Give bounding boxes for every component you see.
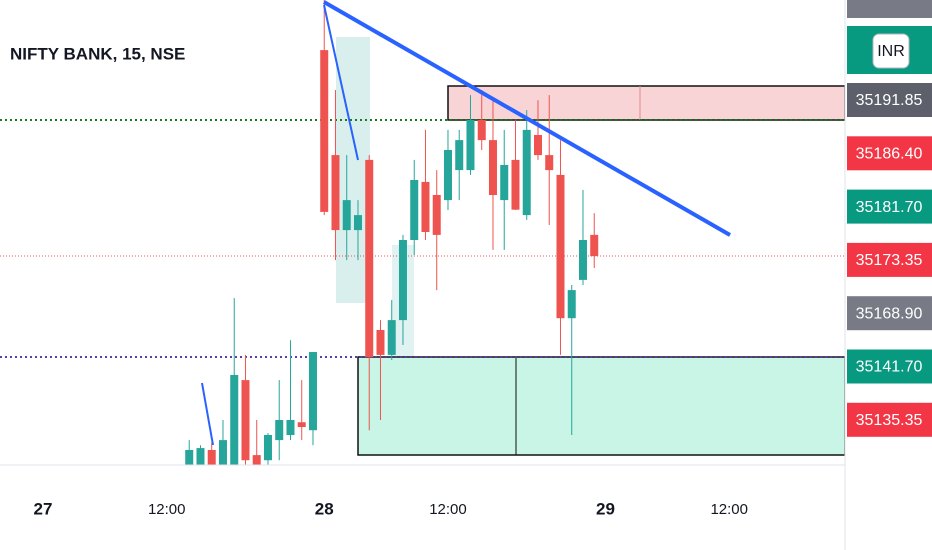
candle-body [263, 435, 272, 461]
x-tick-label: 12:00 [148, 501, 186, 518]
candle-body [185, 450, 194, 465]
x-tick-label: 28 [315, 499, 334, 518]
candle-body [488, 140, 497, 195]
price-label-box [847, 402, 932, 437]
candle-body [578, 240, 587, 280]
candle-body [230, 375, 239, 465]
x-tick-label: 29 [596, 499, 615, 518]
trend-drawings [201, 0, 731, 446]
candle-body [353, 215, 362, 231]
price-label-box [847, 189, 932, 224]
highlight [336, 37, 370, 303]
demand-zone [357, 356, 845, 456]
currency-button[interactable] [872, 33, 910, 69]
candle-body [275, 420, 284, 441]
candle-body [511, 159, 520, 210]
candle-body [398, 240, 407, 321]
price-label: 35141.70 [856, 359, 923, 376]
candle-body [376, 330, 385, 355]
price-label-box [847, 242, 932, 277]
candle-body [342, 200, 351, 231]
price-label-box [847, 349, 932, 384]
candle-body [410, 180, 419, 240]
pattern-line [323, 4, 359, 161]
x-tick-label: 27 [34, 499, 53, 518]
drawings [0, 37, 845, 456]
candle-body [286, 420, 295, 435]
candle-body [455, 140, 464, 171]
price-label: 35186.40 [856, 146, 923, 163]
candle-body [567, 290, 576, 319]
candle-body [320, 50, 329, 212]
candle-body [432, 195, 441, 235]
candle-body [196, 448, 205, 465]
chart-title: NIFTY BANK, 15, NSE [10, 44, 185, 63]
trend-line [323, 0, 731, 237]
candle-body [331, 155, 340, 231]
price-label: 35181.70 [856, 199, 923, 216]
price-label: 35191.85 [856, 92, 923, 109]
candle-body [365, 159, 374, 358]
candle-body [590, 234, 599, 257]
x-tick-label: 12:00 [429, 501, 467, 518]
candle-body [207, 450, 216, 465]
price-label-box [847, 136, 932, 171]
candle-body [533, 135, 542, 156]
candle-body [241, 380, 250, 461]
candle-body [252, 455, 261, 465]
candle-body [421, 181, 430, 233]
candle-body [545, 155, 554, 171]
candle-body [308, 352, 317, 431]
price-label: 35173.35 [856, 252, 923, 269]
supply-zone [447, 85, 845, 121]
x-tick-label: 12:00 [710, 501, 748, 518]
price-label: 35168.90 [856, 305, 923, 322]
price-label: 35135.35 [856, 412, 923, 429]
price-label-box [847, 296, 932, 331]
candles [185, 0, 599, 465]
pattern-line [201, 382, 214, 446]
candle-body [477, 120, 486, 141]
candle-body [218, 440, 227, 465]
candle-body [297, 422, 306, 428]
candle-body [556, 174, 565, 319]
candle-body [500, 165, 509, 201]
candle-body [522, 129, 531, 216]
price-label-box [847, 83, 932, 117]
candle-body [466, 120, 475, 171]
price-label-cut [847, 0, 932, 18]
candle-body [443, 150, 452, 201]
candle-body [387, 320, 396, 355]
currency[interactable]: INR [877, 43, 905, 60]
